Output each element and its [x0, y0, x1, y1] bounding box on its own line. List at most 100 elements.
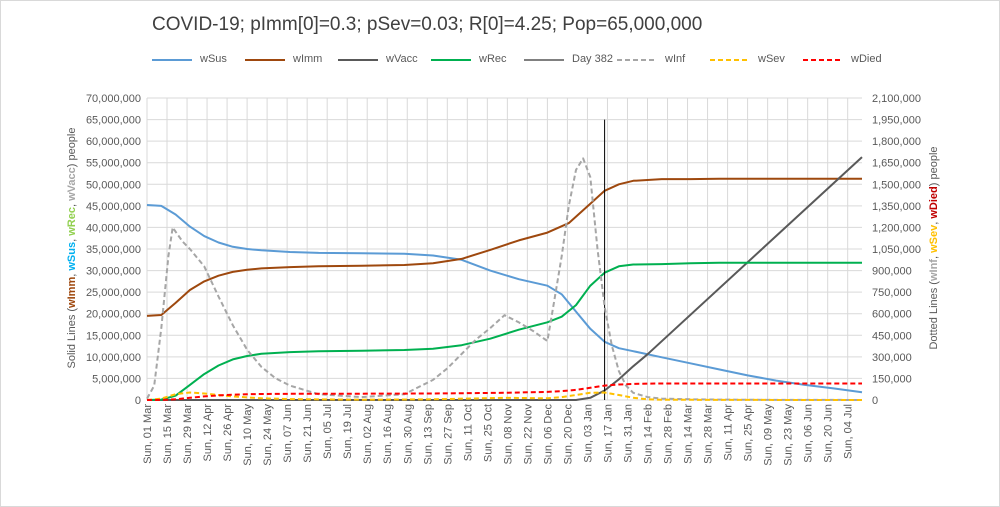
y-right-tick-label: 150,000 — [872, 373, 912, 385]
y-left-tick-label: 35,000,000 — [86, 244, 141, 256]
series-line-wdied — [146, 382, 862, 401]
legend-swatch — [431, 59, 471, 61]
x-tick-label: Sun, 14 Feb — [643, 404, 655, 464]
axis-label-part: , — [928, 253, 940, 259]
legend-label: wImm — [293, 53, 323, 65]
x-tick-label: Sun, 30 Aug — [402, 404, 414, 464]
y-left-tick-label: 65,000,000 — [86, 115, 141, 127]
y-left-tick-label: 60,000,000 — [86, 136, 141, 148]
legend-label: wRec — [479, 53, 507, 65]
axis-label-part: wSus — [66, 242, 78, 272]
axis-label-part: , — [66, 201, 78, 207]
x-tick-label: Sun, 20 Dec — [562, 404, 574, 465]
x-tick-label: Sun, 08 Nov — [502, 404, 514, 465]
axis-label-part: , — [66, 236, 78, 242]
axis-label-part: wSev — [928, 224, 940, 254]
legend-label: wInf — [665, 53, 686, 65]
axis-label-part: ) people — [66, 128, 78, 168]
x-tick-label: Sun, 28 Feb — [663, 404, 675, 464]
x-tick-label: Sun, 25 Oct — [482, 404, 494, 462]
y-right-tick-label: 600,000 — [872, 309, 912, 321]
x-tick-label: Sun, 10 May — [242, 404, 254, 466]
y-left-axis-label: Solid Lines (wImm, wSus, wRec, wVacc) pe… — [66, 128, 78, 369]
y-right-tick-label: 1,800,000 — [872, 136, 921, 148]
x-tick-label: Sun, 12 Apr — [202, 404, 214, 462]
axis-label-part: wRec — [66, 207, 78, 237]
y-left-tick-label: 20,000,000 — [86, 309, 141, 321]
legend-label: wSus — [200, 53, 227, 65]
axis-label-part: , — [66, 271, 78, 277]
series-line-wvacc — [147, 156, 863, 401]
x-tick-label: Sun, 04 Jul — [843, 404, 855, 459]
legend-label: wVacc — [386, 53, 418, 65]
x-tick-label: Sun, 29 Mar — [182, 404, 194, 464]
legend: wSus wImm wVacc wRec Day 382 wInf wSev wDied — [0, 50, 1000, 70]
x-tick-label: Sun, 21 Jun — [302, 404, 314, 463]
y-left-tick-label: 10,000,000 — [86, 352, 141, 364]
axis-label-part: wVacc — [66, 167, 78, 202]
x-tick-label: Sun, 06 Jun — [803, 404, 815, 463]
x-tick-label: Sun, 14 Mar — [683, 404, 695, 464]
y-left-tick-label: 25,000,000 — [86, 287, 141, 299]
y-left-tick-label: 30,000,000 — [86, 266, 141, 278]
y-right-tick-label: 900,000 — [872, 266, 912, 278]
legend-swatch — [524, 59, 564, 61]
y-right-axis-label: Dotted Lines (wInf, wSev, wDied) people — [928, 146, 940, 349]
x-tick-label: Sun, 03 Jan — [582, 404, 594, 463]
legend-swatch — [152, 59, 192, 61]
x-tick-label: Sun, 28 Mar — [703, 404, 715, 464]
legend-swatch — [803, 59, 843, 61]
x-tick-label: Sun, 02 Aug — [362, 404, 374, 464]
series-line-wsev — [146, 391, 863, 401]
x-tick-labels: Sun, 01 Mar Sun, 15 Mar Sun, 29 Mar Sun, 12… — [142, 404, 855, 466]
y-left-tick-label: 50,000,000 — [86, 179, 141, 191]
y-left-tick-label: 5,000,000 — [92, 373, 141, 385]
legend-swatch — [710, 59, 750, 61]
x-tick-label: Sun, 09 May — [763, 404, 775, 466]
y-left-tick-label: 55,000,000 — [86, 158, 141, 170]
x-tick-label: Sun, 22 Nov — [522, 404, 534, 465]
x-tick-label: Sun, 07 Jun — [282, 404, 294, 463]
x-tick-label: Sun, 11 Oct — [462, 404, 474, 461]
series-layer — [146, 119, 863, 401]
y-right-tick-label: 1,650,000 — [872, 158, 921, 170]
y-left-tick-labels: 0 5,000,000 10,000,000 15,000,000 20,000,000… — [86, 93, 141, 407]
x-tick-label: Sun, 24 May — [262, 404, 274, 466]
x-tick-label: Sun, 15 Mar — [162, 404, 174, 464]
series-line-wsus — [146, 204, 863, 394]
x-tick-label: Sun, 01 Mar — [142, 404, 154, 464]
axis-label-part: , — [928, 219, 940, 225]
axis-label-part: wImm — [66, 277, 78, 309]
x-tick-label: Sun, 31 Jan — [622, 404, 634, 463]
y-right-tick-label: 1,350,000 — [872, 201, 921, 213]
axis-label-part: Solid Lines ( — [66, 308, 78, 369]
x-tick-label: Sun, 06 Dec — [542, 404, 554, 465]
x-tick-label: Sun, 17 Jan — [602, 404, 614, 463]
x-tick-label: Sun, 16 Aug — [382, 404, 394, 464]
x-tick-label: Sun, 20 Jun — [823, 404, 835, 463]
x-tick-label: Sun, 19 Jul — [342, 404, 354, 459]
y-left-tick-label: 40,000,000 — [86, 222, 141, 234]
axis-label-part: wInf — [928, 259, 940, 282]
y-right-tick-labels: 0 150,000 300,000 450,000 600,000 750,000 900,… — [872, 93, 921, 407]
legend-label: wDied — [851, 53, 882, 65]
x-tick-label: Sun, 25 Apr — [743, 404, 755, 462]
x-tick-label: Sun, 26 Apr — [222, 404, 234, 462]
axis-label-part: wDied — [928, 186, 940, 219]
x-tick-label: Sun, 27 Sep — [442, 404, 454, 465]
legend-swatch — [338, 59, 378, 61]
y-right-tick-label: 450,000 — [872, 330, 912, 342]
y-right-tick-label: 0 — [872, 395, 878, 407]
y-left-tick-label: 15,000,000 — [86, 330, 141, 342]
y-right-tick-label: 750,000 — [872, 287, 912, 299]
series-line-wimm — [146, 177, 862, 317]
legend-label: Day 382 — [572, 53, 613, 65]
chart-title: COVID-19; pImm[0]=0.3; pSev=0.03; R[0]=4… — [152, 14, 703, 35]
series-line-wrec — [146, 261, 862, 401]
y-right-tick-label: 300,000 — [872, 352, 912, 364]
x-tick-label: Sun, 11 Apr — [723, 404, 735, 461]
y-left-tick-label: 70,000,000 — [86, 93, 141, 105]
series-line-winf — [146, 157, 863, 401]
y-right-tick-label: 1,500,000 — [872, 179, 921, 191]
